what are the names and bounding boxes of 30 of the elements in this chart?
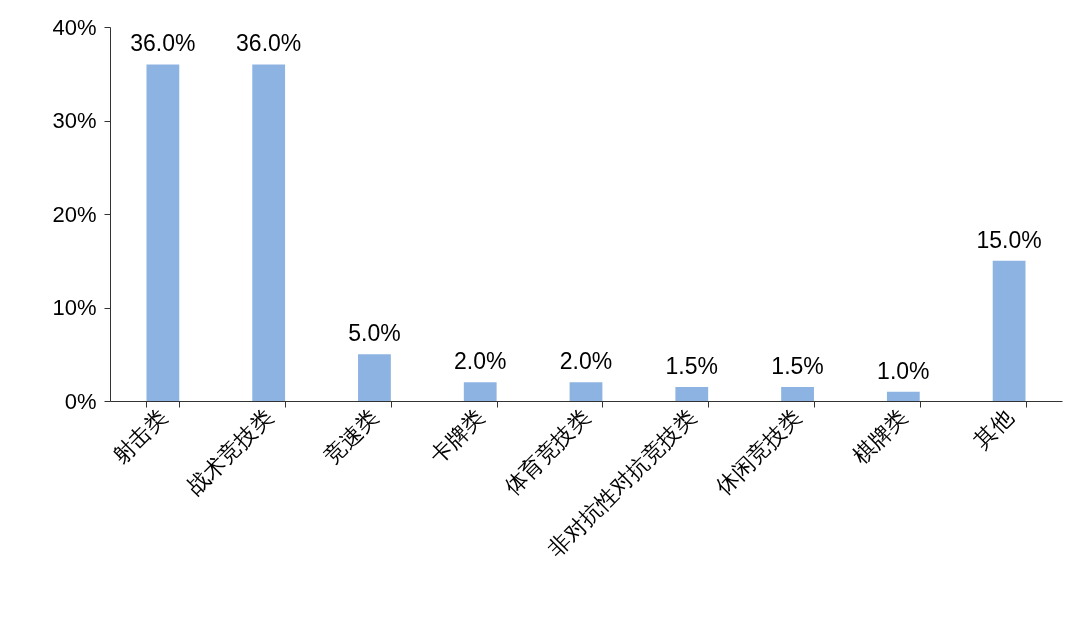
data-label: 2.0%: [559, 348, 613, 375]
data-label: 1.5%: [665, 352, 718, 379]
data-label: 36.0%: [236, 30, 302, 57]
bar: [252, 64, 286, 401]
bar: [146, 64, 180, 401]
data-label: 5.0%: [348, 320, 401, 347]
bar: [992, 260, 1026, 401]
x-tick-label: 棋牌类: [847, 404, 913, 469]
y-tick-label: 0%: [64, 388, 97, 414]
y-tick-label: 30%: [52, 108, 97, 133]
y-tick-label: 10%: [52, 295, 97, 320]
data-label: 2.0%: [454, 348, 507, 375]
x-tick-label: 休闲竞技类: [711, 404, 807, 500]
x-tick-label: 卡牌类: [424, 404, 490, 469]
bar: [675, 386, 709, 401]
x-tick-label: 其他: [969, 404, 1019, 454]
bar: [569, 382, 603, 401]
bar: [781, 386, 814, 401]
x-tick-label: 战术竞技类: [182, 404, 278, 500]
data-label: 1.5%: [771, 352, 824, 379]
bar: [886, 391, 920, 401]
data-label: 1.0%: [877, 357, 930, 384]
bar: [358, 354, 391, 401]
bar: [463, 382, 497, 401]
y-tick-label: 40%: [52, 14, 97, 40]
data-label: 36.0%: [130, 30, 196, 57]
x-tick-label: 射击类: [107, 404, 172, 469]
x-tick-label: 竞速类: [319, 404, 384, 469]
y-tick-label: 20%: [52, 201, 97, 227]
data-label: 15.0%: [976, 226, 1042, 253]
